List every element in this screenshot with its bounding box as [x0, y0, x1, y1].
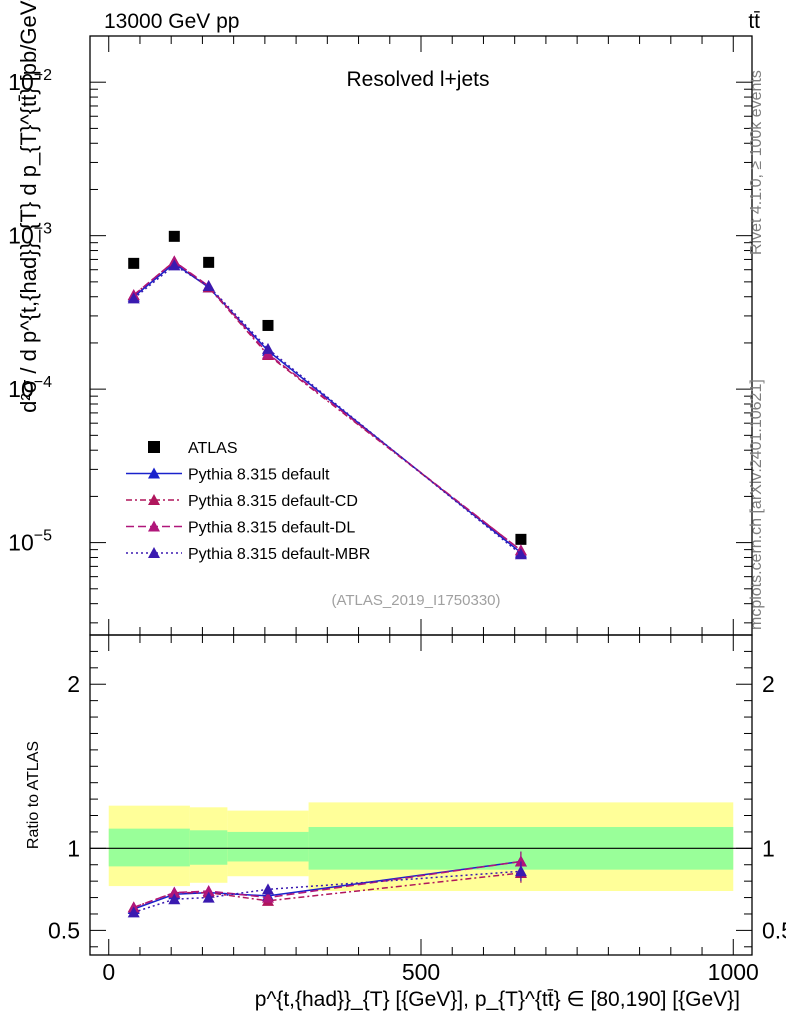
legend-label: Pythia 8.315 default-MBR [188, 546, 370, 563]
data-point-atlas [128, 257, 140, 269]
marker-mbr [168, 259, 181, 271]
ratio-marker-mbr [202, 891, 215, 903]
legend-marker-mbr [148, 547, 160, 558]
x-tick-label: 1000 [708, 959, 759, 985]
ratio-y-axis-label: Ratio to ATLAS [25, 741, 42, 849]
uncertainty-band-inner [227, 831, 309, 862]
ratio-marker-dl [168, 886, 181, 898]
header-final-state: tt̄ [748, 10, 760, 33]
uncertainty-band-inner [189, 830, 228, 865]
series-line-mbr [133, 264, 522, 555]
legend-marker-dl [148, 520, 160, 532]
y-tick-label: 10−2 [8, 67, 52, 95]
main-y-axis-label: d²σ / d p^{t,{had}}_{T} d p_{T}^{tt̄} [p… [16, 0, 41, 413]
rivet-version-label: Rivet 4.1.0, ≥ 100k events [748, 70, 765, 255]
ratio-marker-mbr [168, 893, 181, 905]
marker-mbr [261, 342, 274, 354]
ratio-marker-dl [261, 891, 274, 903]
legend-marker-atlas [148, 441, 160, 453]
ratio-y-tick-label-right: 2 [762, 671, 775, 697]
ratio-marker-mbr [127, 906, 140, 918]
ratio-marker-dl [202, 885, 215, 896]
x-axis-label: p^{t,{had}}_{T} [{GeV}], p_{T}^{tt̄} ∈ [… [255, 988, 740, 1011]
legend-marker-default [148, 467, 160, 479]
y-tick-label: 10−5 [8, 528, 52, 556]
y-tick-label: 10−3 [8, 221, 52, 249]
data-point-atlas [262, 319, 274, 331]
series-line-dl [133, 260, 522, 551]
legend-label: Pythia 8.315 default-DL [188, 520, 355, 537]
ratio-line-mbr [133, 870, 521, 914]
marker-mbr [127, 292, 140, 304]
chart-title: Resolved l+jets [347, 68, 490, 91]
ratio-y-tick-label-right: 0.5 [762, 917, 786, 943]
legend-label: Pythia 8.315 default-CD [188, 493, 358, 510]
ratio-marker-dl [514, 855, 527, 867]
header-process: 13000 GeV pp [104, 10, 239, 33]
y-tick-label: 10−4 [8, 374, 52, 402]
marker-mbr [202, 279, 215, 291]
marker-mbr [514, 548, 527, 560]
ratio-marker-mbr [261, 883, 274, 895]
ratio-y-tick-label: 1 [67, 835, 80, 861]
analysis-id-watermark: (ATLAS_2019_I1750330) [331, 592, 500, 609]
ratio-y-tick-label-right: 1 [762, 835, 775, 861]
ratio-y-tick-label: 2 [67, 671, 80, 697]
main-panel: 10−5 10−4 10−3 10−2 [8, 35, 753, 636]
data-point-atlas [203, 256, 215, 268]
ratio-y-tick-label: 0.5 [48, 917, 80, 943]
uncertainty-band-inner [108, 828, 190, 867]
ratio-marker-mbr [514, 865, 527, 877]
legend: ATLAS Pythia 8.315 default Pythia 8.315 de… [126, 440, 370, 563]
mcplots-label: mcplots.cern.ch [arXiv:2401.10621] [748, 379, 765, 630]
x-tick-label: 0 [102, 959, 115, 985]
legend-label: Pythia 8.315 default [188, 467, 330, 484]
x-tick-label: 500 [402, 959, 440, 985]
legend-marker-cd [148, 494, 160, 505]
data-point-atlas [168, 230, 180, 242]
ratio-frame [89, 634, 753, 956]
data-point-atlas [515, 533, 527, 545]
legend-label: ATLAS [188, 440, 238, 457]
